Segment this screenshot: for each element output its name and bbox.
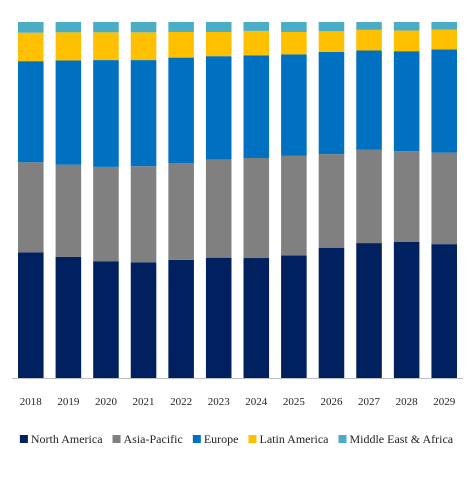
x-tick-label-2027: 2027 xyxy=(358,396,381,408)
bar-middle-east-africa-2019 xyxy=(55,22,82,33)
bar-latin-america-2021 xyxy=(130,32,157,61)
bar-europe-2020 xyxy=(93,60,119,167)
legend-label-middle-east-africa: Middle East & Africa xyxy=(349,432,453,446)
bar-middle-east-africa-2025 xyxy=(281,22,307,32)
legend-swatch-latin-america xyxy=(248,435,257,443)
bar-north-america-2028 xyxy=(393,242,420,378)
legend-swatch-europe xyxy=(192,435,201,443)
bar-europe-2029 xyxy=(431,49,457,153)
bar-north-america-2024 xyxy=(243,258,270,378)
bar-latin-america-2027 xyxy=(356,29,382,51)
bar-middle-east-africa-2018 xyxy=(18,22,44,33)
bar-asia-pacific-2029 xyxy=(431,152,457,245)
bar-middle-east-africa-2021 xyxy=(130,22,157,33)
bar-asia-pacific-2020 xyxy=(93,166,119,262)
legend-swatch-asia-pacific xyxy=(112,435,121,443)
bar-latin-america-2026 xyxy=(318,31,345,52)
x-tick-label-2020: 2020 xyxy=(95,396,118,408)
bar-north-america-2029 xyxy=(431,244,457,378)
bar-middle-east-africa-2024 xyxy=(243,22,270,31)
x-tick-label-2023: 2023 xyxy=(208,396,231,408)
bar-north-america-2022 xyxy=(168,259,194,378)
bar-north-america-2018 xyxy=(18,252,44,378)
bar-asia-pacific-2023 xyxy=(205,159,232,258)
bar-north-america-2027 xyxy=(356,243,382,378)
bar-north-america-2023 xyxy=(205,257,232,378)
bar-asia-pacific-2026 xyxy=(318,154,345,248)
bar-latin-america-2028 xyxy=(393,30,420,52)
x-tick-label-2019: 2019 xyxy=(57,396,80,408)
bar-latin-america-2022 xyxy=(168,31,194,58)
bar-europe-2022 xyxy=(168,57,194,163)
legend-label-north-america: North America xyxy=(31,432,103,446)
bar-latin-america-2018 xyxy=(18,32,44,62)
bar-asia-pacific-2021 xyxy=(130,166,157,263)
x-tick-label-2018: 2018 xyxy=(20,396,43,408)
bar-middle-east-africa-2026 xyxy=(318,22,345,32)
bar-latin-america-2019 xyxy=(55,32,82,61)
bar-europe-2025 xyxy=(281,54,307,156)
legend-swatch-north-america xyxy=(19,435,28,443)
bar-europe-2027 xyxy=(356,50,382,150)
bar-middle-east-africa-2029 xyxy=(431,22,457,30)
bar-asia-pacific-2024 xyxy=(243,157,270,259)
bar-europe-2028 xyxy=(393,51,420,152)
bar-middle-east-africa-2028 xyxy=(393,22,420,31)
bar-asia-pacific-2019 xyxy=(55,164,82,257)
x-tick-label-2029: 2029 xyxy=(433,396,456,408)
bar-latin-america-2025 xyxy=(281,31,307,55)
bar-north-america-2020 xyxy=(93,261,119,378)
x-tick-label-2024: 2024 xyxy=(245,396,268,408)
bar-asia-pacific-2022 xyxy=(168,162,194,260)
bar-europe-2024 xyxy=(243,55,270,158)
x-tick-label-2021: 2021 xyxy=(133,396,155,408)
legend-swatch-middle-east-africa xyxy=(338,435,347,443)
bar-europe-2018 xyxy=(18,61,44,163)
x-tick-label-2026: 2026 xyxy=(320,396,343,408)
bar-asia-pacific-2027 xyxy=(356,149,382,244)
legend-label-europe: Europe xyxy=(204,432,239,446)
x-tick-labels: 2018 2019 2020 2021 2022 2023 2024 2025 2026 2027… xyxy=(20,396,456,408)
bar-middle-east-africa-2027 xyxy=(356,22,382,30)
x-tick-label-2025: 2025 xyxy=(283,396,306,408)
bar-latin-america-2024 xyxy=(243,30,270,56)
legend-label-asia-pacific: Asia-Pacific xyxy=(124,432,183,446)
legend-label-latin-america: Latin America xyxy=(260,432,330,446)
bar-latin-america-2023 xyxy=(205,31,232,57)
bar-europe-2023 xyxy=(205,56,232,160)
bar-europe-2021 xyxy=(130,60,157,167)
bars-layer xyxy=(18,22,457,378)
legend: North America Asia-Pacific Europe Latin Ame… xyxy=(19,432,454,446)
bar-latin-america-2029 xyxy=(431,29,457,50)
bar-asia-pacific-2025 xyxy=(281,155,307,256)
bar-middle-east-africa-2023 xyxy=(205,22,232,32)
bar-europe-2026 xyxy=(318,51,345,155)
bar-middle-east-africa-2022 xyxy=(168,22,194,32)
bar-latin-america-2020 xyxy=(93,32,119,61)
bar-north-america-2019 xyxy=(55,256,82,378)
x-tick-label-2022: 2022 xyxy=(170,396,192,408)
bar-asia-pacific-2018 xyxy=(18,162,44,253)
bar-north-america-2025 xyxy=(281,255,307,378)
bar-north-america-2021 xyxy=(130,262,157,378)
x-tick-label-2028: 2028 xyxy=(396,396,419,408)
bar-asia-pacific-2028 xyxy=(393,151,420,243)
bar-europe-2019 xyxy=(55,60,82,165)
bar-middle-east-africa-2020 xyxy=(93,22,119,33)
bar-north-america-2026 xyxy=(318,247,345,378)
